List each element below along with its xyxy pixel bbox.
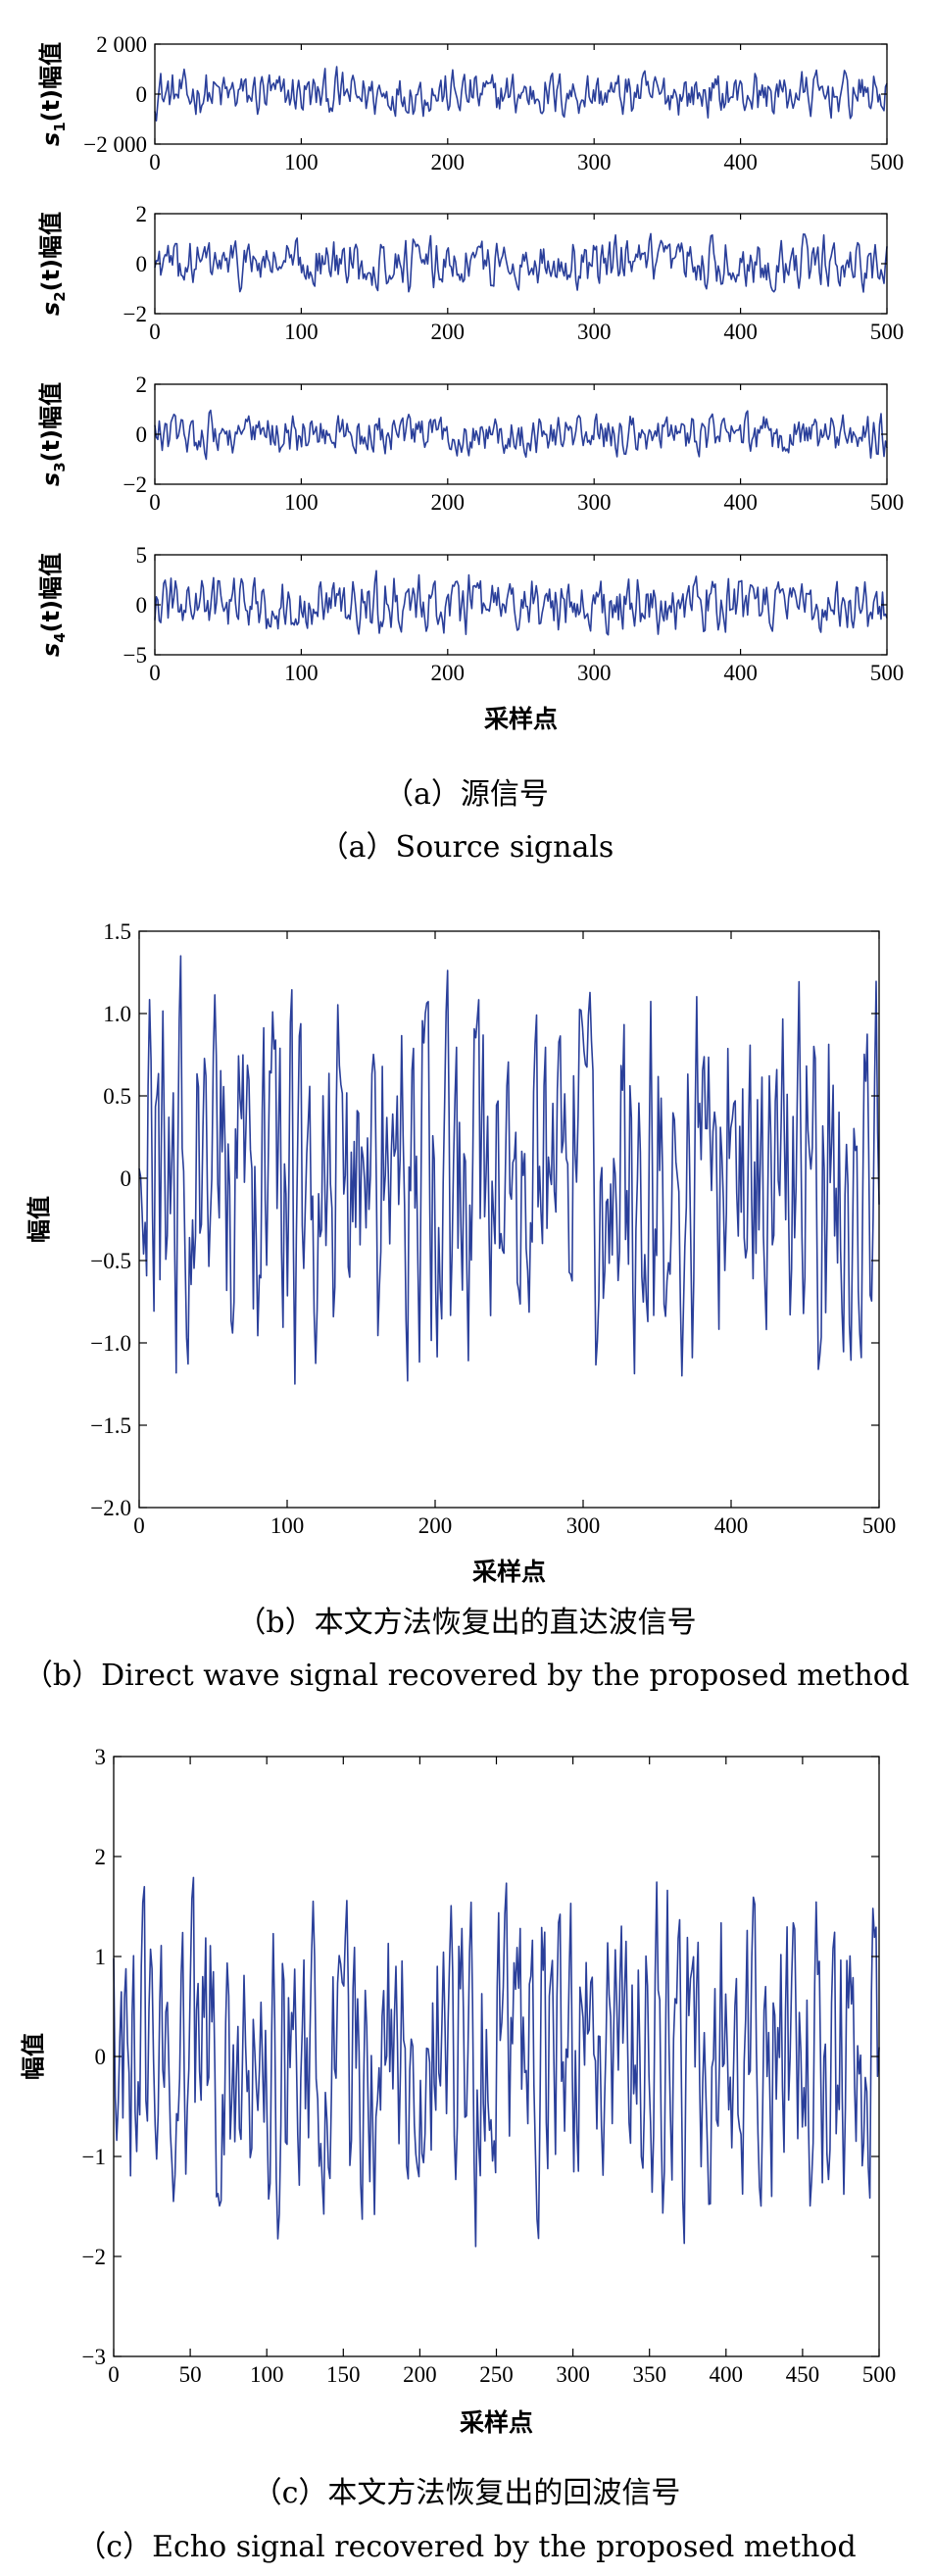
x-tick-label: 500: [862, 2362, 897, 2387]
x-tick-label: 300: [566, 1513, 601, 1538]
caption-b-cn: （b）本文方法恢复出的直达波信号: [236, 1606, 696, 1640]
y-tick-label: −0.5: [90, 1249, 131, 1273]
y-tick-label: 0: [95, 2045, 107, 2069]
y-tick-label: −1.5: [90, 1413, 131, 1438]
x-tick-label: 100: [270, 1513, 305, 1538]
y-tick-label: 0: [121, 1166, 132, 1191]
y-axis-label-s2: s2(t)幅值: [37, 212, 69, 316]
x-tick-label: 150: [326, 2362, 361, 2387]
y-tick-label: 1: [95, 1945, 107, 1969]
y-tick-label: 0: [136, 252, 148, 276]
y-axis-label-s3: s3(t)幅值: [37, 382, 69, 486]
x-tick-label: 300: [556, 2362, 590, 2387]
x-tick-label: 0: [108, 2362, 120, 2387]
x-tick-label: 250: [479, 2362, 514, 2387]
x-tick-label: 400: [723, 661, 758, 685]
x-tick-label: 0: [149, 150, 161, 174]
y-tick-label: 0: [136, 422, 148, 447]
x-tick-label: 400: [723, 490, 758, 515]
x-tick-label: 100: [284, 661, 319, 685]
y-tick-label: 5: [136, 543, 148, 568]
y-tick-label: 2: [136, 372, 148, 397]
x-tick-label: 200: [431, 490, 466, 515]
x-tick-label: 400: [723, 320, 758, 344]
x-tick-label: 0: [133, 1513, 145, 1538]
x-tick-label: 0: [149, 490, 161, 515]
x-tick-label: 200: [431, 320, 466, 344]
plot-frame-b: [138, 930, 880, 1509]
x-tick-label: 100: [284, 320, 319, 344]
series-line-c: [113, 1876, 880, 2248]
caption-a-cn: （a）源信号: [384, 777, 549, 812]
caption-a-en: （a）Source signals: [319, 830, 614, 865]
x-tick-label: 300: [577, 320, 612, 344]
y-tick-label: −1: [82, 2145, 106, 2169]
y-tick-label: −5: [123, 643, 147, 668]
x-tick-label: 100: [284, 150, 319, 174]
series-line-s4: [154, 570, 888, 636]
x-tick-label: 500: [862, 1513, 897, 1538]
x-axis-label-c: 采样点: [460, 2408, 533, 2437]
x-tick-label: 0: [149, 661, 161, 685]
y-tick-label: −3: [82, 2345, 106, 2369]
caption-c-cn: （c）本文方法恢复出的回波信号: [253, 2476, 681, 2510]
y-tick-label: −2: [123, 472, 147, 497]
x-tick-label: 500: [870, 661, 905, 685]
y-tick-label: 0.5: [103, 1084, 131, 1109]
y-axis-label-b: 幅值: [25, 1196, 53, 1243]
y-tick-label: −2: [123, 302, 147, 326]
x-tick-label: 500: [870, 320, 905, 344]
x-tick-label: 0: [149, 320, 161, 344]
series-line-s3: [154, 409, 888, 461]
x-tick-label: 100: [284, 490, 319, 515]
x-tick-label: 200: [431, 150, 466, 174]
y-tick-label: 2: [136, 202, 148, 226]
y-tick-label: −2 000: [83, 132, 147, 157]
x-tick-label: 400: [714, 1513, 749, 1538]
y-tick-label: 0: [136, 593, 148, 618]
y-tick-label: −1.0: [90, 1331, 131, 1356]
series-line-s2: [154, 232, 888, 293]
series-line-b: [138, 955, 880, 1385]
x-tick-label: 300: [577, 661, 612, 685]
x-tick-label: 300: [577, 150, 612, 174]
x-tick-label: 100: [250, 2362, 284, 2387]
y-axis-label-c: 幅值: [20, 2033, 47, 2080]
x-tick-label: 400: [710, 2362, 744, 2387]
series-line-s1: [154, 66, 888, 122]
y-tick-label: 2 000: [96, 32, 147, 57]
y-tick-label: 1.0: [103, 1002, 131, 1026]
panel-b: 0 100 200 300 400 500 −2.0 −1.5 −1.0 −0.5 0 0.5 1.0 1…: [25, 919, 896, 1586]
y-axis-label-s4: s4(t)幅值: [37, 553, 69, 657]
y-tick-label: −2.0: [90, 1496, 131, 1520]
y-tick-label: 3: [95, 1745, 107, 1769]
y-tick-label: 0: [136, 82, 148, 107]
x-tick-label: 500: [870, 150, 905, 174]
x-tick-label: 350: [632, 2362, 666, 2387]
x-tick-label: 200: [418, 1513, 453, 1538]
x-tick-label: 450: [786, 2362, 820, 2387]
x-tick-label: 200: [403, 2362, 437, 2387]
x-axis-label-b: 采样点: [472, 1558, 546, 1586]
x-tick-label: 200: [431, 661, 466, 685]
caption-b-en: （b）Direct wave signal recovered by the p…: [24, 1659, 909, 1693]
y-tick-label: −2: [82, 2245, 106, 2269]
caption-c-en: （c）Echo signal recovered by the proposed…: [76, 2530, 856, 2564]
x-axis-label-s4: 采样点: [484, 705, 558, 733]
y-axis-label-s1: s1(t)幅值: [37, 42, 69, 146]
panel-c: 0 50 100 150 200 250 300 350 400 450 500 −3 −2 −1 0 1 2 3…: [20, 1745, 896, 2437]
x-tick-label: 50: [179, 2362, 202, 2387]
x-tick-label: 500: [870, 490, 905, 515]
x-tick-label: 400: [723, 150, 758, 174]
y-tick-label: 2: [95, 1845, 107, 1869]
y-tick-label: 1.5: [103, 919, 131, 944]
x-tick-label: 300: [577, 490, 612, 515]
